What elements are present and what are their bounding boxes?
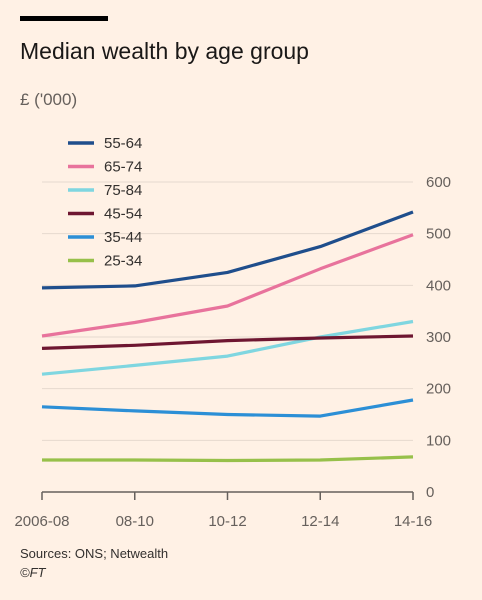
legend: 55-64 65-74 75-84 45-54 35-44 25-34 — [68, 135, 142, 270]
y-tick-label: 300 — [426, 329, 451, 346]
header-accent-bar — [20, 16, 108, 21]
y-tick-label: 500 — [426, 226, 451, 243]
legend-label: 45-54 — [104, 206, 142, 223]
legend-label: 35-44 — [104, 229, 142, 246]
source-note: Sources: ONS; Netwealth — [20, 546, 169, 561]
series-line-65-74 — [41, 233, 414, 338]
legend-label: 75-84 — [104, 182, 142, 199]
y-tick-label: 600 — [426, 174, 451, 191]
series-line-55-64 — [41, 210, 414, 290]
legend-label: 25-34 — [104, 253, 142, 270]
x-tick-label: 14-16 — [394, 513, 432, 530]
y-tick-label: 100 — [426, 432, 451, 449]
legend-label: 55-64 — [104, 135, 142, 152]
x-axis: 2006-08 08-10 10-12 12-14 14-16 — [14, 492, 432, 530]
x-tick-label: 12-14 — [301, 513, 339, 530]
chart-title: Median wealth by age group — [20, 38, 309, 64]
series-line-45-54 — [41, 334, 414, 350]
legend-label: 65-74 — [104, 159, 142, 176]
x-tick-label: 08-10 — [116, 513, 154, 530]
series-line-25-34 — [42, 455, 414, 463]
x-tick-label: 2006-08 — [14, 513, 69, 530]
series-line-35-44 — [41, 398, 414, 418]
x-tick-label: 10-12 — [208, 513, 246, 530]
y-axis-unit-label: £ ('000) — [20, 90, 78, 109]
series-line-75-84 — [41, 319, 414, 376]
copyright-note: ©FT — [20, 565, 46, 580]
y-tick-label: 400 — [426, 277, 451, 294]
y-tick-label: 200 — [426, 381, 451, 398]
footer: Sources: ONS; Netwealth ©FT — [20, 544, 168, 582]
series-lines — [41, 210, 414, 463]
y-axis-ticks: 0 100 200 300 400 500 600 — [426, 174, 451, 501]
line-chart: 0 100 200 300 400 500 600 2006-08 08-10 10-12 12-… — [14, 135, 451, 530]
y-tick-label: 0 — [426, 484, 434, 501]
